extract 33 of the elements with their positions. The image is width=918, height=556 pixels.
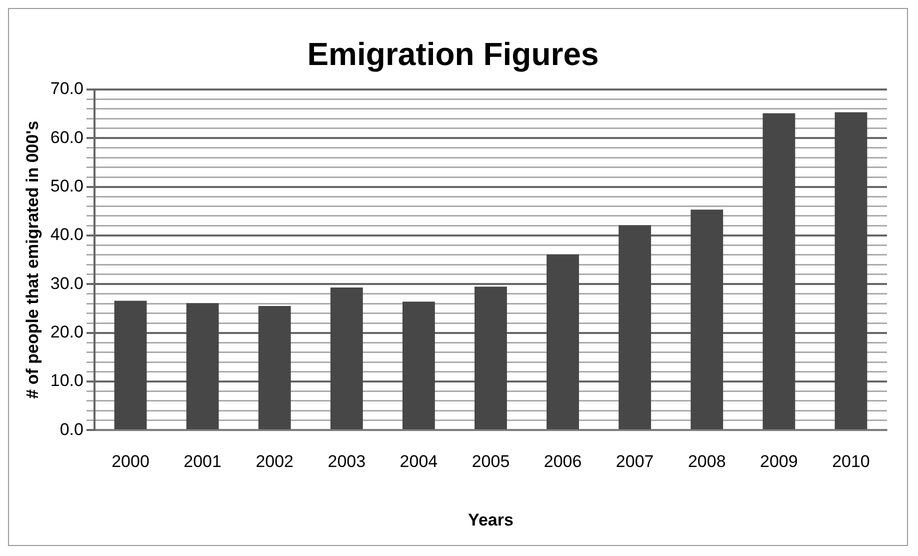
x-tick-label: 2002: [256, 452, 294, 472]
bar: [330, 288, 363, 430]
y-tick-label: 20.0: [50, 322, 84, 342]
x-tick-label: 2010: [832, 452, 870, 472]
x-tick-label: 2008: [688, 452, 726, 472]
chart-title: Emigration Figures: [307, 36, 599, 72]
y-tick-label: 10.0: [50, 371, 84, 390]
x-tick-label: 2003: [328, 452, 366, 472]
x-axis-title: Years: [468, 510, 514, 530]
bar: [186, 303, 219, 430]
x-tick-label: 2006: [544, 452, 582, 472]
y-tick-label: 40.0: [50, 225, 84, 244]
y-axis-title: # of people that emigrated in 000's: [22, 120, 42, 399]
bar: [762, 113, 796, 430]
bar: [402, 302, 435, 430]
x-tick-label: 2007: [616, 452, 654, 472]
y-tick-label: 70.0: [50, 79, 84, 98]
bar: [258, 306, 291, 430]
bar: [690, 210, 724, 430]
bar: [618, 225, 652, 430]
bar: [474, 286, 507, 430]
x-tick-label: 2009: [760, 452, 798, 472]
y-tick-label: 60.0: [50, 128, 84, 147]
y-tick-label: 30.0: [50, 274, 84, 293]
x-tick-label: 2004: [400, 452, 438, 472]
y-tick-label: 0.0: [60, 420, 84, 439]
bar: [546, 254, 579, 430]
y-tick-label: 50.0: [50, 176, 84, 196]
bar: [114, 300, 147, 430]
x-tick-label: 2001: [184, 452, 222, 472]
x-tick-label: 2000: [112, 452, 150, 472]
x-tick-label: 2005: [472, 452, 510, 472]
bar: [834, 112, 868, 430]
